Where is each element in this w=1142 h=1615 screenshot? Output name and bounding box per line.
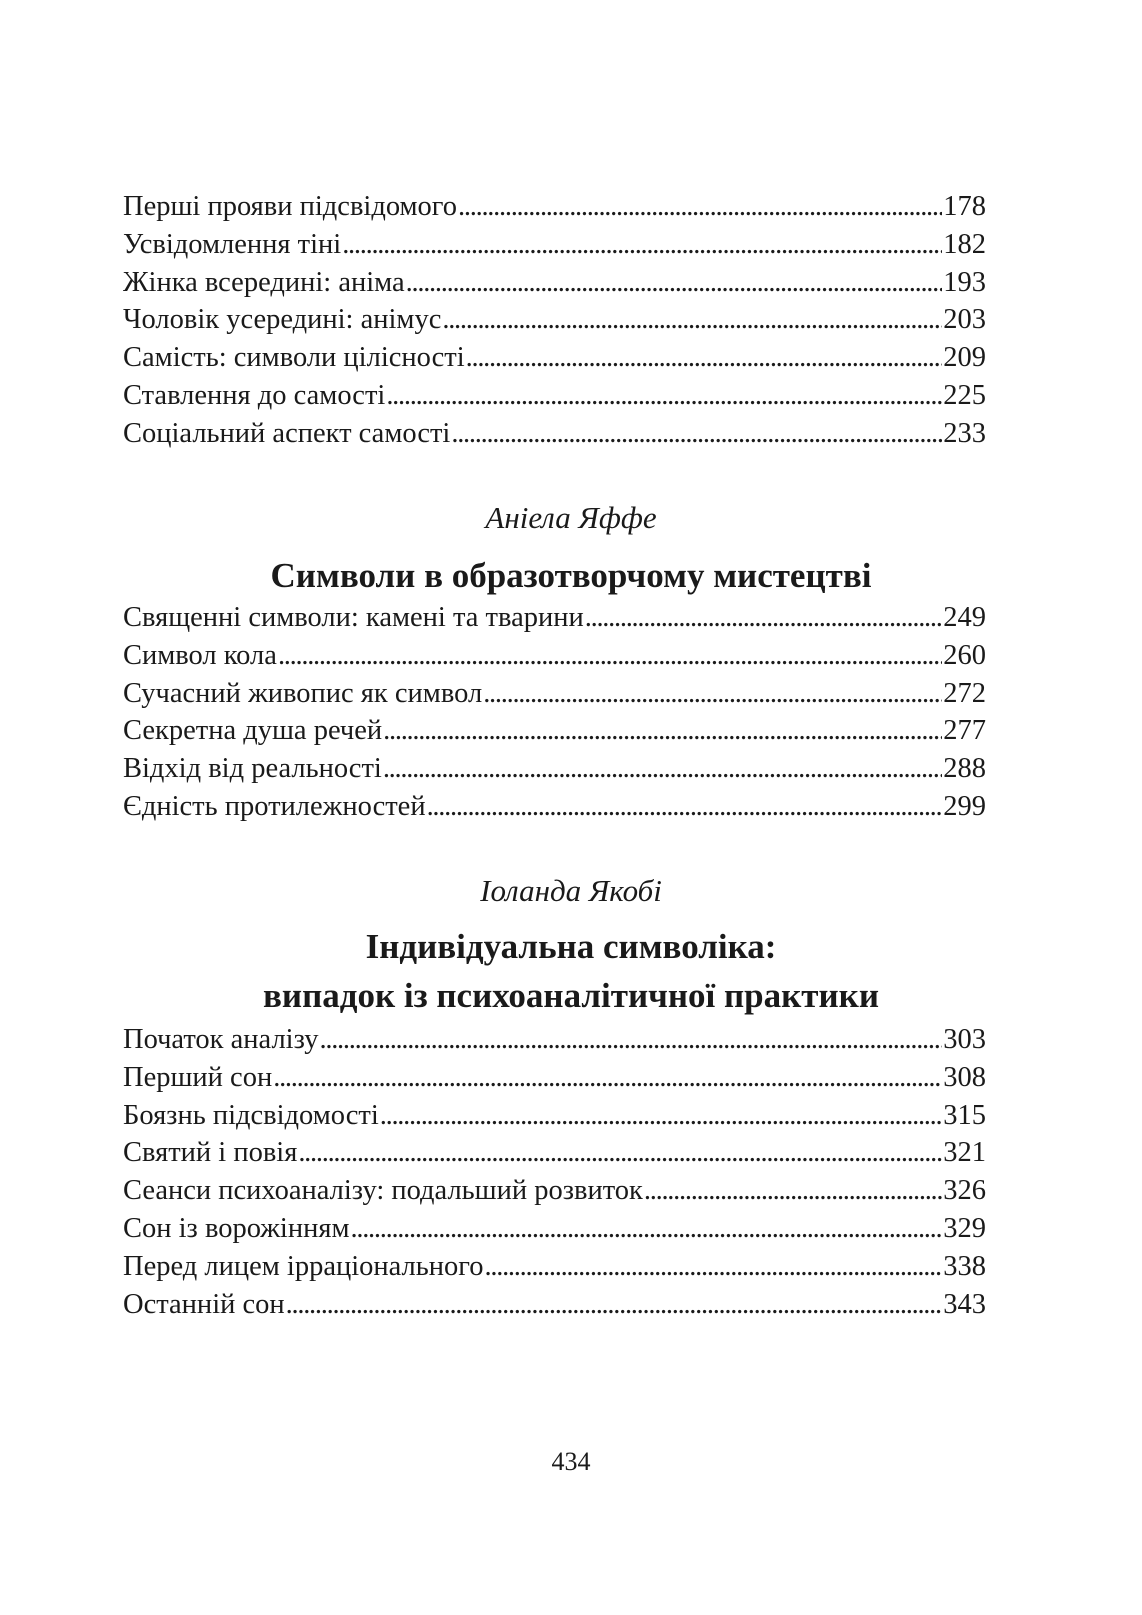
toc-entry-title: Жінка всередині: аніма [123, 266, 405, 298]
toc-entry-page: 308 [943, 1061, 986, 1093]
toc-entry-page: 288 [943, 753, 986, 785]
toc-entry[interactable]: Початок аналізу 303 [123, 1021, 986, 1059]
toc-entry[interactable]: Боязнь підсвідомості 315 [123, 1097, 986, 1135]
toc-entry-page: 299 [943, 790, 986, 822]
toc-entry-page: 329 [943, 1212, 986, 1244]
dot-leader [466, 339, 943, 377]
toc-entry-title: Боязнь підсвідомості [123, 1099, 379, 1131]
toc-entry[interactable]: Чоловік усередині: анімус 203 [123, 301, 986, 339]
toc-entry-page: 182 [943, 228, 986, 260]
dot-leader [286, 1286, 943, 1324]
dot-leader [351, 1210, 943, 1248]
toc-entry[interactable]: Ставлення до самості 225 [123, 377, 986, 415]
toc-entry-title: Усвідомлення тіні [123, 228, 342, 260]
toc-entry-title: Чоловік усередині: анімус [123, 304, 442, 336]
toc-entry-title: Останній сон [123, 1288, 285, 1320]
toc-entry-page: 209 [943, 342, 986, 374]
toc-entry-page: 249 [943, 602, 986, 633]
toc-entry[interactable]: Жінка всередині: аніма 193 [123, 264, 986, 302]
toc-entry[interactable]: Перший сон 308 [123, 1059, 986, 1097]
toc-entry[interactable]: Символ кола 260 [123, 637, 986, 675]
dot-leader [278, 637, 942, 675]
dot-leader [644, 1172, 942, 1210]
toc-entry-title: Сон із ворожінням [123, 1212, 350, 1244]
toc-entry-title: Початок аналізу [123, 1024, 319, 1055]
dot-leader [383, 750, 942, 788]
toc-entry-page: 193 [943, 266, 986, 298]
toc-entry-page: 260 [943, 639, 986, 671]
dot-leader [427, 788, 943, 826]
toc-entry-page: 303 [943, 1024, 986, 1055]
section-3-title-line-1: Індивідуальна символіка: [365, 927, 777, 966]
section-2-author: Аніела Яффе [485, 500, 657, 535]
dot-leader [483, 675, 942, 713]
section-3-author: Іоланда Якобі [480, 873, 662, 908]
dot-leader [383, 712, 942, 750]
toc-section-3: Початок аналізу 303 Перший сон 308 Боязнь пі… [123, 1021, 986, 1323]
toc-entry-title: Секретна душа речей [123, 715, 383, 747]
toc-entry-title: Соціальний аспект самості [123, 417, 451, 449]
toc-entry-page: 178 [943, 191, 986, 222]
toc-entry[interactable]: Останній сон 343 [123, 1286, 986, 1324]
toc-entry-page: 272 [943, 677, 986, 709]
toc-entry-title: Святий і повія [123, 1137, 298, 1169]
toc-entry-title: Перед лицем ірраціонального [123, 1250, 484, 1282]
toc-entry-title: Сеанси психоаналізу: подальший розвиток [123, 1175, 643, 1207]
toc-entry[interactable]: Сеанси психоаналізу: подальший розвиток 3… [123, 1172, 986, 1210]
toc-entry[interactable]: Відхід від реальності 288 [123, 750, 986, 788]
toc-entry-title: Символ кола [123, 639, 277, 671]
dot-leader [485, 1248, 943, 1286]
dot-leader [386, 377, 942, 415]
dot-leader [585, 599, 943, 637]
toc-entry-page: 315 [943, 1099, 986, 1131]
toc-entry-page: 338 [943, 1250, 986, 1282]
toc-entry[interactable]: Єдність протилежностей 299 [123, 788, 986, 826]
page-number: 434 [551, 1447, 591, 1476]
toc-entry-page: 225 [943, 379, 986, 411]
dot-leader [458, 188, 942, 226]
toc-entry[interactable]: Усвідомлення тіні 182 [123, 226, 986, 264]
toc-entry[interactable]: Священні символи: камені та тварини 249 [123, 599, 986, 637]
toc-entry[interactable]: Перші прояви підсвідомого 178 [123, 188, 986, 226]
toc-entry[interactable]: Секретна душа речей 277 [123, 712, 986, 750]
toc-entry-title: Єдність протилежностей [123, 790, 426, 822]
toc-entry-title: Самість: символи цілісності [123, 342, 465, 374]
toc-entry-page: 321 [943, 1137, 986, 1169]
toc-entry[interactable]: Сучасний живопис як символ 272 [123, 675, 986, 713]
toc-entry-title: Перші прояви підсвідомого [123, 191, 458, 222]
toc-section-2: Священні символи: камені та тварини 249 Си… [123, 599, 986, 826]
toc-entry-page: 326 [943, 1175, 986, 1207]
toc-entry[interactable]: Святий і повія 321 [123, 1134, 986, 1172]
toc-entry[interactable]: Перед лицем ірраціонального 338 [123, 1248, 986, 1286]
toc-entry-page: 233 [943, 417, 986, 449]
toc-entry-title: Сучасний живопис як символ [123, 677, 483, 709]
section-2-title: Символи в образотворчому мистецтві [270, 556, 872, 595]
section-3-title-line-2: випадок із психоаналітичної практики [263, 976, 879, 1015]
toc-entry-page: 203 [943, 304, 986, 336]
dot-leader [406, 264, 943, 302]
toc-entry-title: Перший сон [123, 1061, 273, 1093]
toc-entry[interactable]: Соціальний аспект самості 233 [123, 415, 986, 453]
dot-leader [451, 415, 942, 453]
dot-leader [442, 301, 942, 339]
dot-leader [273, 1059, 942, 1097]
toc-entry-page: 277 [943, 715, 986, 747]
dot-leader [380, 1097, 943, 1135]
toc-entry-title: Ставлення до самості [123, 379, 386, 411]
dot-leader [320, 1021, 943, 1059]
toc-entry[interactable]: Самість: символи цілісності 209 [123, 339, 986, 377]
toc-entry[interactable]: Сон із ворожінням 329 [123, 1210, 986, 1248]
toc-entry-title: Священні символи: камені та тварини [123, 602, 584, 633]
dot-leader [298, 1134, 942, 1172]
toc-section-1: Перші прояви підсвідомого 178 Усвідомлення… [123, 188, 986, 453]
dot-leader [342, 226, 942, 264]
toc-entry-title: Відхід від реальності [123, 753, 382, 785]
toc-entry-page: 343 [943, 1288, 986, 1320]
